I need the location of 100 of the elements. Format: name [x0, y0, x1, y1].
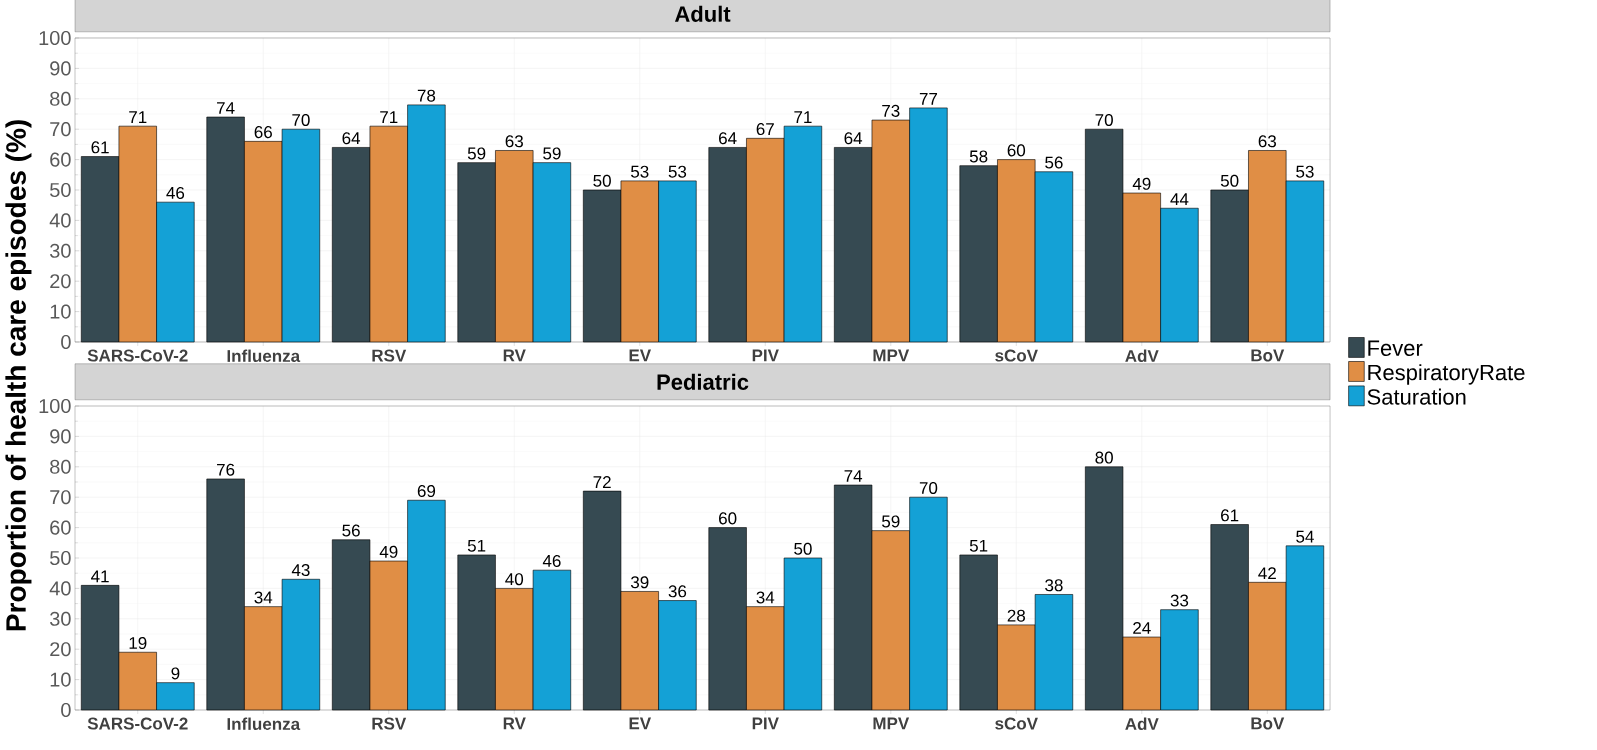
- x-tick-label: PIV: [752, 349, 779, 362]
- x-tick-label: sCoV: [995, 717, 1038, 730]
- y-tick-label: 0: [61, 334, 71, 350]
- data-label: 70: [1095, 113, 1113, 126]
- x-tick-label: SARS-CoV-2: [87, 349, 188, 362]
- data-label: 46: [542, 554, 561, 567]
- data-label: 66: [254, 126, 272, 139]
- data-label: 39: [630, 576, 649, 589]
- x-tick-label: SARS-CoV-2: [87, 717, 188, 730]
- data-label: 42: [1258, 567, 1276, 580]
- data-label: 43: [291, 564, 310, 577]
- chart-title: Pediatric: [657, 373, 749, 390]
- y-tick-label: 30: [49, 611, 71, 626]
- y-tick-label: 80: [50, 91, 71, 106]
- y-tick-label: 20: [50, 642, 71, 657]
- data-label: 54: [1296, 530, 1314, 543]
- data-label: 61: [1221, 509, 1239, 522]
- data-label: 74: [217, 102, 235, 114]
- data-label: 69: [417, 485, 436, 498]
- x-tick-label: PIV: [752, 717, 779, 730]
- data-label: 49: [1132, 177, 1151, 190]
- data-label: 71: [380, 111, 398, 123]
- data-label: 53: [1296, 165, 1314, 178]
- y-tick-label: 10: [50, 672, 71, 687]
- data-label: 34: [254, 591, 273, 604]
- data-label: 71: [794, 111, 812, 123]
- data-label: 53: [668, 165, 687, 178]
- y-tick-label: 90: [50, 429, 71, 444]
- y-tick-label: 60: [50, 152, 71, 167]
- y-tick-label: 50: [50, 182, 71, 198]
- data-label: 74: [844, 470, 863, 482]
- data-label: 59: [467, 147, 486, 160]
- data-label: 70: [919, 481, 938, 495]
- data-label: 44: [1170, 193, 1189, 206]
- x-tick-label: RV: [503, 717, 526, 730]
- data-label: 34: [756, 591, 775, 604]
- data-label: 64: [719, 132, 737, 145]
- y-tick-label: 30: [49, 243, 71, 258]
- data-label: 50: [794, 542, 812, 555]
- x-tick-label: AdV: [1125, 717, 1159, 731]
- x-tick-label: RV: [503, 349, 526, 362]
- data-label: 77: [919, 93, 938, 105]
- data-label: 73: [882, 104, 900, 117]
- data-label: 19: [129, 637, 147, 650]
- data-label: 53: [631, 165, 649, 178]
- y-tick-label: 90: [50, 61, 71, 76]
- legend-label: RespiratoryRate: [1368, 364, 1525, 385]
- legend-label: Fever: [1368, 340, 1423, 356]
- x-tick-label: Influenza: [227, 717, 301, 731]
- data-label: 64: [342, 132, 361, 145]
- y-axis-title: Proportion of health care episodes (%): [5, 120, 32, 631]
- data-label: 72: [593, 476, 611, 488]
- x-tick-label: EV: [629, 717, 652, 730]
- y-tick-label: 10: [50, 304, 71, 319]
- y-tick-label: 60: [50, 520, 71, 535]
- data-label: 51: [467, 539, 486, 552]
- y-tick-label: 70: [50, 122, 71, 137]
- data-label: 61: [91, 141, 109, 154]
- data-label: 51: [969, 539, 988, 552]
- y-tick-label: 80: [50, 459, 71, 474]
- x-tick-label: RSV: [372, 349, 407, 362]
- data-label: 80: [1095, 451, 1113, 464]
- data-label: 59: [882, 515, 900, 528]
- x-tick-label: sCoV: [995, 349, 1038, 362]
- data-label: 24: [1133, 621, 1151, 634]
- x-tick-label: BoV: [1251, 717, 1285, 730]
- data-label: 56: [1045, 156, 1063, 169]
- data-label: 67: [756, 123, 774, 136]
- y-tick-label: 70: [50, 490, 71, 505]
- data-label: 50: [593, 174, 611, 187]
- x-tick-label: EV: [629, 349, 652, 362]
- x-tick-label: MPV: [873, 349, 910, 362]
- data-label: 78: [417, 89, 436, 102]
- chart-title: Adult: [674, 5, 731, 22]
- data-label: 71: [129, 111, 147, 123]
- x-tick-label: Influenza: [227, 349, 301, 363]
- data-label: 41: [91, 570, 109, 583]
- x-tick-label: MPV: [873, 717, 910, 730]
- x-tick-label: RSV: [372, 717, 407, 730]
- y-tick-label: 20: [50, 274, 71, 289]
- data-label: 63: [1258, 135, 1276, 148]
- y-tick-label: 100: [39, 30, 71, 46]
- y-tick-label: 0: [61, 702, 71, 718]
- data-label: 58: [969, 150, 988, 163]
- x-tick-label: AdV: [1125, 349, 1159, 363]
- data-label: 36: [668, 585, 687, 598]
- data-label: 60: [719, 512, 737, 525]
- data-label: 76: [217, 463, 235, 476]
- data-label: 38: [1045, 579, 1063, 592]
- data-label: 56: [342, 524, 360, 537]
- data-label: 9: [171, 667, 180, 680]
- data-label: 64: [844, 132, 863, 145]
- data-label: 60: [1007, 144, 1026, 157]
- data-label: 70: [292, 113, 310, 126]
- data-label: 28: [1007, 609, 1026, 622]
- y-tick-label: 100: [39, 398, 71, 414]
- y-tick-label: 40: [49, 213, 71, 228]
- data-label: 49: [379, 545, 398, 558]
- data-label: 46: [166, 186, 185, 199]
- data-label: 59: [543, 147, 561, 160]
